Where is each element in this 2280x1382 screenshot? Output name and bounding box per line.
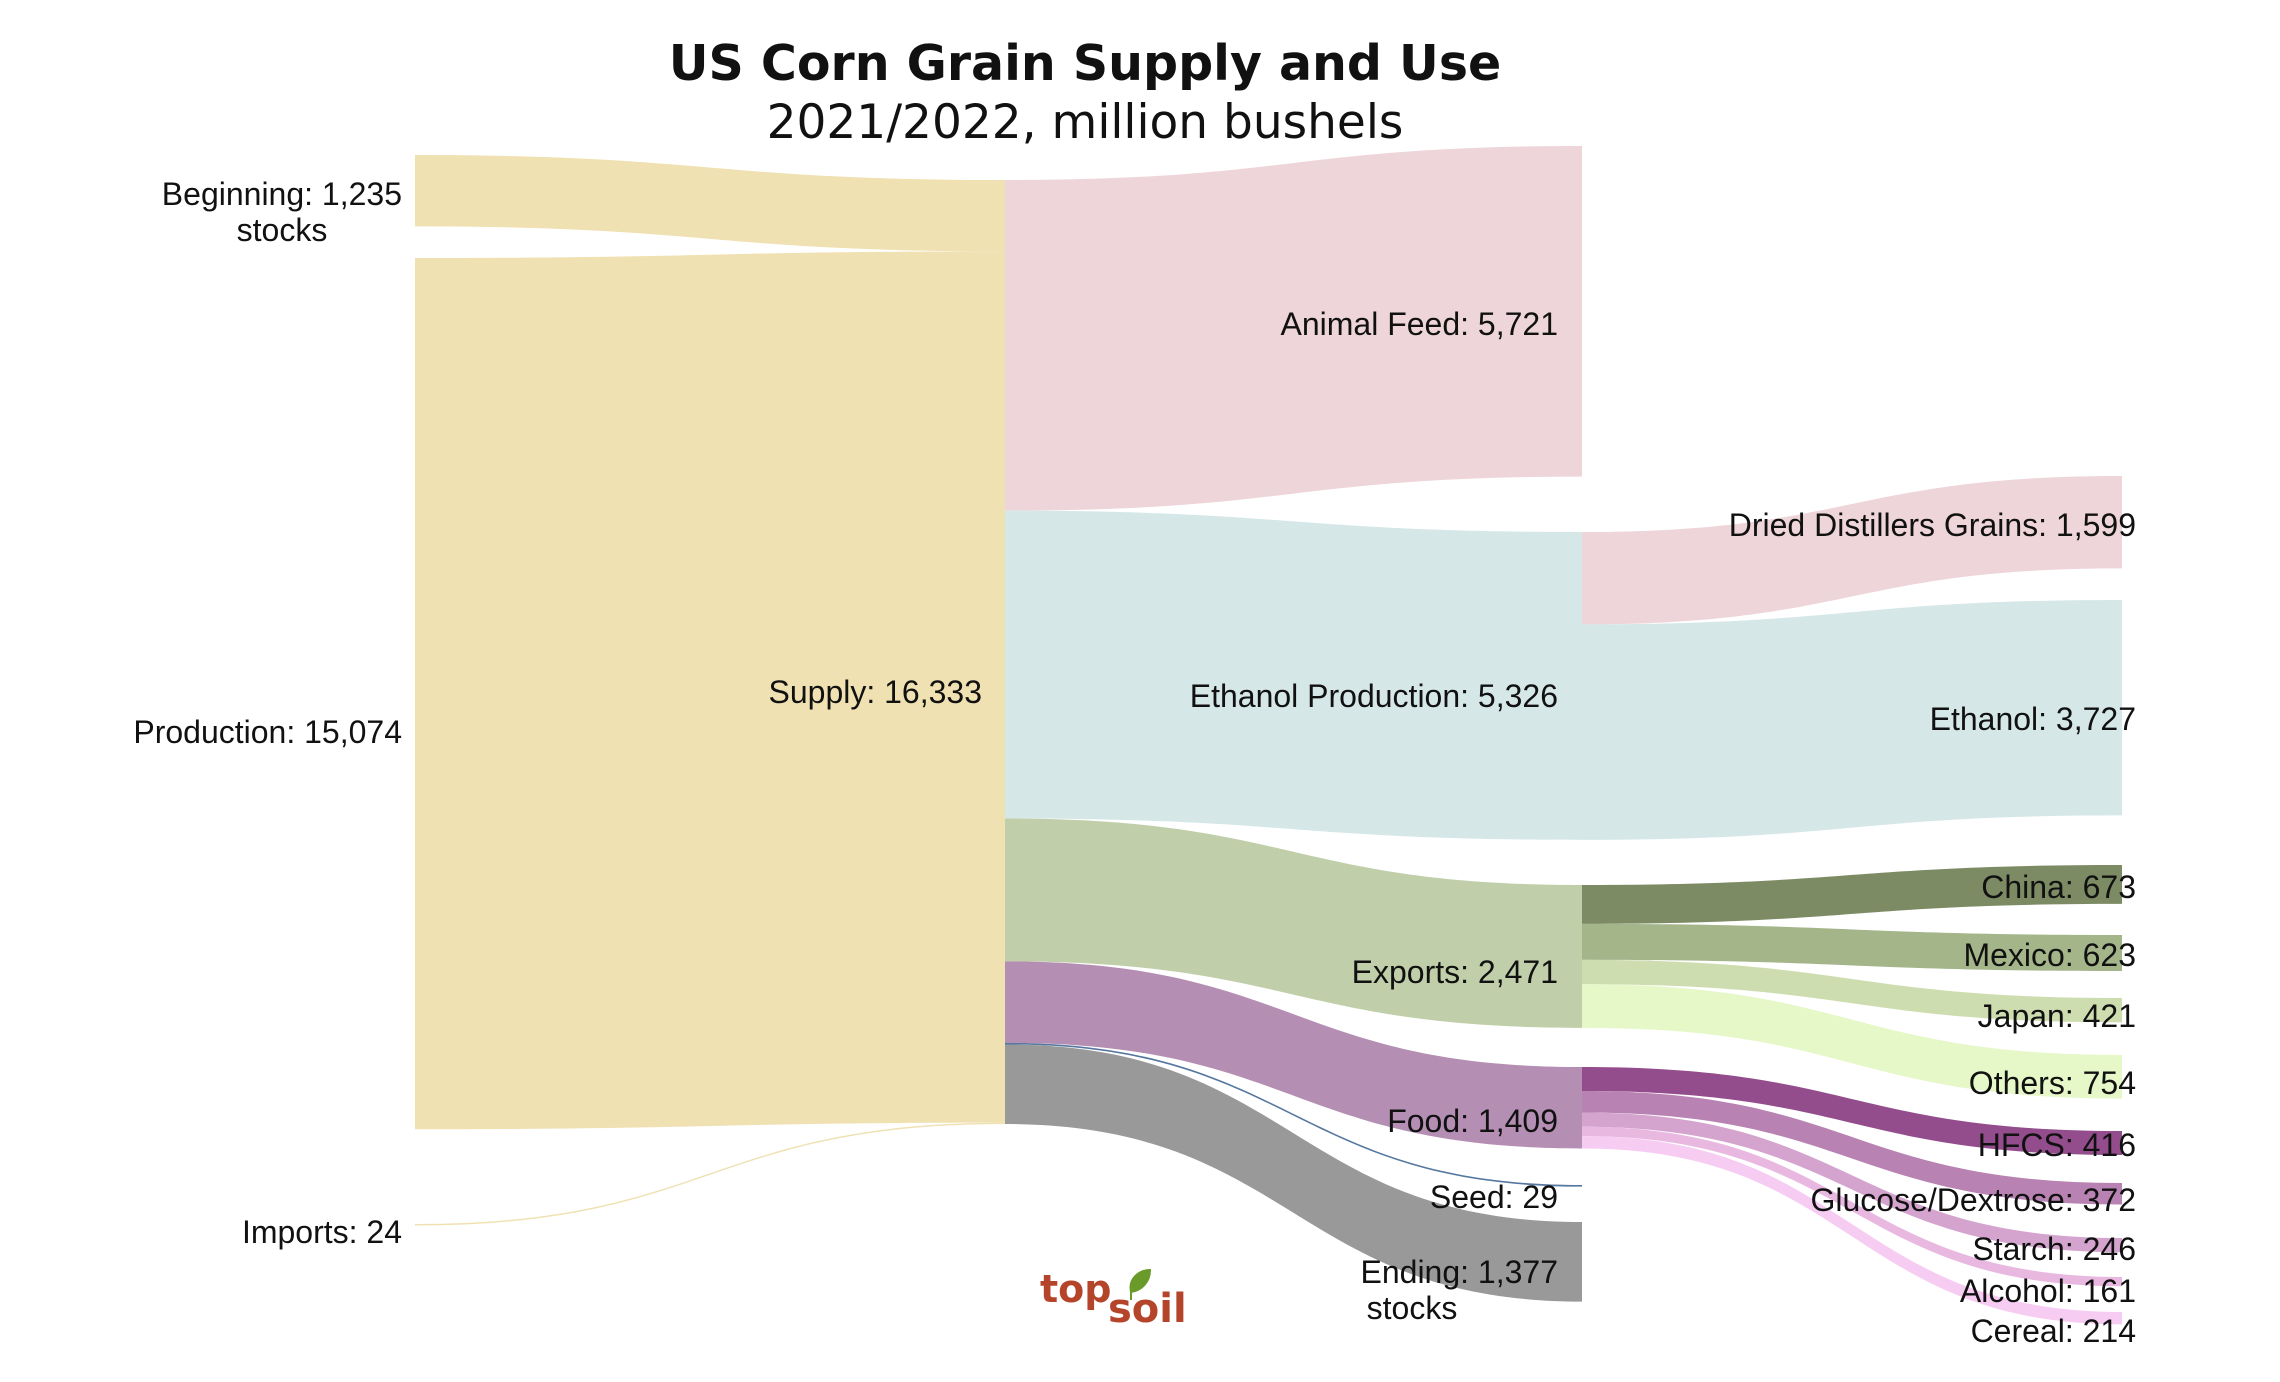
logo-text-top: top — [1040, 1267, 1111, 1311]
chart-title: US Corn Grain Supply and Use — [669, 35, 1501, 92]
label-ending-line2: stocks — [1367, 1290, 1458, 1326]
link-supply-to-seed — [1005, 1042, 1582, 1187]
label-mexico: Mexico: 623 — [1963, 937, 2136, 973]
label-hfcs: HFCS: 416 — [1978, 1127, 2136, 1163]
link-exports-to-china — [1582, 865, 2122, 924]
label-imports: Imports: 24 — [242, 1214, 402, 1250]
label-beginning-line2: stocks — [237, 212, 328, 248]
label-cereal: Cereal: 214 — [1971, 1313, 2136, 1349]
label-food: Food: 1,409 — [1387, 1103, 1558, 1139]
link-food-to-alcohol — [1582, 1126, 2122, 1287]
label-ethanol_prod: Ethanol Production: 5,326 — [1190, 678, 1558, 714]
link-production-to-supply — [415, 251, 1005, 1130]
link-exports-to-others — [1582, 984, 2122, 1099]
link-ethanol_prod-to-ddg — [1582, 476, 2122, 625]
label-japan: Japan: 421 — [1978, 998, 2136, 1034]
label-china: China: 673 — [1981, 869, 2136, 905]
link-ethanol_prod-to-ethanol — [1582, 600, 2122, 840]
label-animal_feed: Animal Feed: 5,721 — [1281, 306, 1559, 342]
link-supply-to-food — [1005, 961, 1582, 1149]
link-imports-to-supply — [415, 1122, 1005, 1226]
link-food-to-glucose — [1582, 1091, 2122, 1205]
label-beginning: Beginning: 1,235 — [162, 176, 402, 212]
label-exports: Exports: 2,471 — [1352, 954, 1558, 990]
link-supply-to-ending — [1005, 1044, 1582, 1302]
label-seed: Seed: 29 — [1430, 1179, 1558, 1215]
label-starch: Starch: 246 — [1972, 1231, 2136, 1267]
label-glucose: Glucose/Dextrose: 372 — [1811, 1182, 2137, 1218]
link-supply-to-ethanol_prod — [1005, 510, 1582, 840]
label-ending: Ending: 1,377 — [1361, 1254, 1559, 1290]
link-food-to-starch — [1582, 1112, 2122, 1253]
label-others: Others: 754 — [1969, 1065, 2136, 1101]
leaf-icon — [1129, 1268, 1152, 1300]
label-production: Production: 15,074 — [133, 714, 402, 750]
links-layer — [415, 146, 2122, 1325]
chart-subtitle: 2021/2022, million bushels — [767, 95, 1404, 150]
link-supply-to-exports — [1005, 818, 1582, 1028]
link-exports-to-mexico — [1582, 923, 2122, 972]
label-supply: Supply: 16,333 — [769, 674, 983, 710]
link-food-to-cereal — [1582, 1136, 2122, 1325]
link-beginning-to-supply — [415, 155, 1005, 252]
link-exports-to-japan — [1582, 959, 2122, 1023]
label-ddg: Dried Distillers Grains: 1,599 — [1729, 507, 2136, 543]
label-ethanol: Ethanol: 3,727 — [1930, 701, 2136, 737]
link-supply-to-animal_feed — [1005, 146, 1582, 511]
link-food-to-hfcs — [1582, 1067, 2122, 1156]
label-alcohol: Alcohol: 161 — [1960, 1273, 2136, 1309]
logo-text-soil: soil — [1108, 1286, 1187, 1332]
topsoil-logo: top soil — [1040, 1267, 1187, 1332]
